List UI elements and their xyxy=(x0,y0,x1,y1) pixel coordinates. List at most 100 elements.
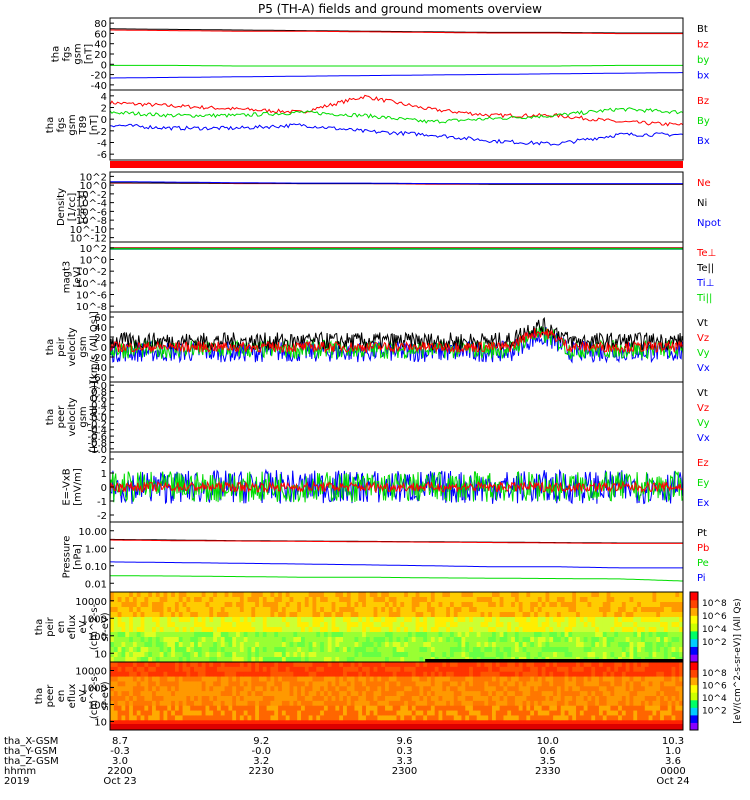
heatmap-cell xyxy=(637,647,642,653)
heatmap-cell xyxy=(144,617,149,623)
heatmap-cell xyxy=(155,647,161,653)
heatmap-cell xyxy=(553,676,558,682)
heatmap-cell xyxy=(675,632,680,638)
heatmap-cell xyxy=(484,710,489,716)
heatmap-cell xyxy=(205,696,210,702)
heatmap-cell xyxy=(117,607,122,613)
heatmap-cell xyxy=(373,691,378,697)
heatmap-cell xyxy=(369,720,374,726)
heatmap-cell xyxy=(258,642,264,648)
heatmap-cell xyxy=(285,602,290,608)
heatmap-cell xyxy=(442,647,447,653)
heatmap-cell xyxy=(385,705,390,711)
heatmap-cell xyxy=(270,691,275,697)
heatmap-cell xyxy=(461,691,466,697)
heatmap-cell xyxy=(167,622,172,628)
heatmap-cell xyxy=(564,607,569,613)
heatmap-cell xyxy=(430,696,436,702)
heatmap-cell xyxy=(407,671,413,677)
heatmap-cell xyxy=(377,607,382,613)
heatmap-cell xyxy=(404,652,409,658)
y-axis-label-line: [1/cc] xyxy=(67,193,78,222)
y-tick-label: 10 xyxy=(94,649,107,660)
heatmap-cell xyxy=(346,632,352,638)
heatmap-cell xyxy=(190,671,195,677)
heatmap-cell xyxy=(266,642,271,648)
heatmap-cell xyxy=(530,715,535,721)
heatmap-cell xyxy=(186,666,191,673)
heatmap-cell xyxy=(419,607,424,613)
heatmap-cell xyxy=(480,637,485,643)
heatmap-cell xyxy=(492,686,497,692)
heatmap-cell xyxy=(297,686,302,692)
heatmap-cell xyxy=(350,662,355,668)
heatmap-cell xyxy=(224,657,229,663)
heatmap-cell xyxy=(155,607,161,613)
heatmap-cell xyxy=(132,686,138,692)
heatmap-cell xyxy=(159,681,164,687)
heatmap-cell xyxy=(220,686,225,692)
heatmap-cell xyxy=(320,715,325,721)
heatmap-cell xyxy=(224,705,229,711)
heatmap-cell xyxy=(216,671,222,677)
heatmap-cell xyxy=(385,617,390,623)
heatmap-cell xyxy=(492,612,497,618)
heatmap-cell xyxy=(155,691,161,697)
heatmap-cell xyxy=(236,681,241,687)
heatmap-cell xyxy=(530,710,535,716)
heatmap-cell xyxy=(499,686,504,692)
y-tick-label: -2 xyxy=(97,127,107,138)
heatmap-cell xyxy=(350,622,355,628)
colorbar-segment xyxy=(690,623,698,632)
heatmap-cell xyxy=(644,617,650,623)
heatmap-cell xyxy=(236,676,241,682)
heatmap-cell xyxy=(534,597,539,603)
heatmap-cell xyxy=(576,666,581,673)
heatmap-cell xyxy=(285,652,290,658)
heatmap-cell xyxy=(625,617,630,623)
heatmap-cell xyxy=(400,705,405,711)
heatmap-cell xyxy=(549,696,554,702)
heatmap-cell xyxy=(385,662,390,668)
heatmap-cell xyxy=(224,592,229,598)
heatmap-cell xyxy=(537,705,543,711)
heatmap-cell xyxy=(442,592,447,598)
heatmap-cell xyxy=(362,705,367,711)
heatmap-cell xyxy=(407,710,413,716)
heatmap-cell xyxy=(671,597,676,603)
heatmap-cell xyxy=(232,676,237,682)
heatmap-cell xyxy=(492,720,497,726)
heatmap-cell xyxy=(316,607,321,613)
heatmap-cell xyxy=(140,642,145,648)
heatmap-cell xyxy=(125,686,130,692)
heatmap-cell xyxy=(602,720,607,726)
heatmap-cell xyxy=(476,632,481,638)
heatmap-cell xyxy=(484,666,489,673)
heatmap-cell xyxy=(392,642,397,648)
heatmap-cell xyxy=(572,681,577,687)
heatmap-cell xyxy=(514,627,520,633)
heatmap-cell xyxy=(220,700,225,707)
y-tick-label: 10^-8 xyxy=(76,216,107,227)
heatmap-cell xyxy=(343,592,348,598)
y-axis-label-line: [eV] xyxy=(73,267,84,288)
heatmap-cell xyxy=(385,632,390,638)
heatmap-cell xyxy=(679,676,684,682)
heatmap-cell xyxy=(236,666,241,673)
heatmap-cell xyxy=(652,637,657,643)
heatmap-cell xyxy=(228,602,233,608)
heatmap-cell xyxy=(163,592,168,598)
heatmap-cell xyxy=(407,647,413,653)
heatmap-cell xyxy=(312,710,317,716)
heatmap-cell xyxy=(152,671,157,677)
heatmap-cell xyxy=(358,652,363,658)
heatmap-cell xyxy=(155,592,161,598)
heatmap-cell xyxy=(354,671,359,677)
heatmap-cell xyxy=(621,710,627,716)
heatmap-cell xyxy=(583,647,588,653)
heatmap-cell xyxy=(549,671,554,677)
heatmap-cell xyxy=(148,662,153,668)
heatmap-cell xyxy=(110,642,115,648)
heatmap-cell xyxy=(205,637,210,643)
heatmap-cell xyxy=(194,720,199,726)
